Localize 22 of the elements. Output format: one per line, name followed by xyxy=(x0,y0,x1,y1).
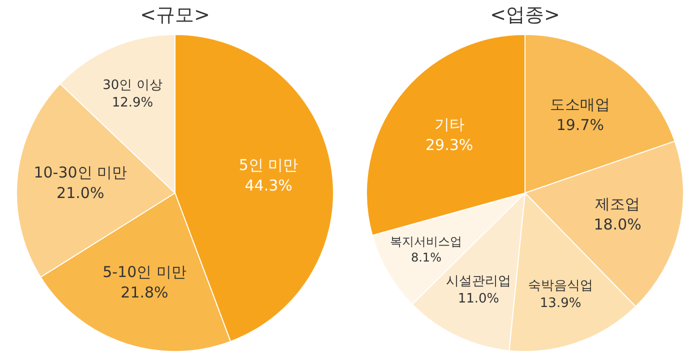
data-label: 29.3% xyxy=(425,136,474,154)
slice-label: 기타 xyxy=(434,116,464,134)
slice-label: 30인 이상 xyxy=(102,78,162,93)
slice-label: 시설관리업 xyxy=(446,274,511,290)
data-label: 13.9% xyxy=(540,296,582,312)
slice-label: 제조업 xyxy=(595,195,640,214)
data-label: 19.7% xyxy=(556,116,604,134)
slice-label: 도소매업 xyxy=(550,96,610,114)
data-label: 21.8% xyxy=(120,283,168,302)
slice-label: 5-10인 미만 xyxy=(102,263,186,282)
data-label: 8.1% xyxy=(410,250,442,265)
data-label: 11.0% xyxy=(458,292,500,307)
slice-label: 5인 미만 xyxy=(238,156,298,174)
slice-label: 숙박음식업 xyxy=(528,278,594,294)
chart-title: <규모> xyxy=(140,3,210,28)
slice-label: 복지서비스업 xyxy=(390,234,462,248)
data-label: 12.9% xyxy=(112,95,154,110)
slice-label: 10-30인 미만 xyxy=(34,164,128,182)
chart-title: <업종> xyxy=(490,3,560,28)
data-label: 18.0% xyxy=(594,215,642,234)
data-label: 44.3% xyxy=(244,176,292,194)
data-label: 21.0% xyxy=(56,184,104,202)
